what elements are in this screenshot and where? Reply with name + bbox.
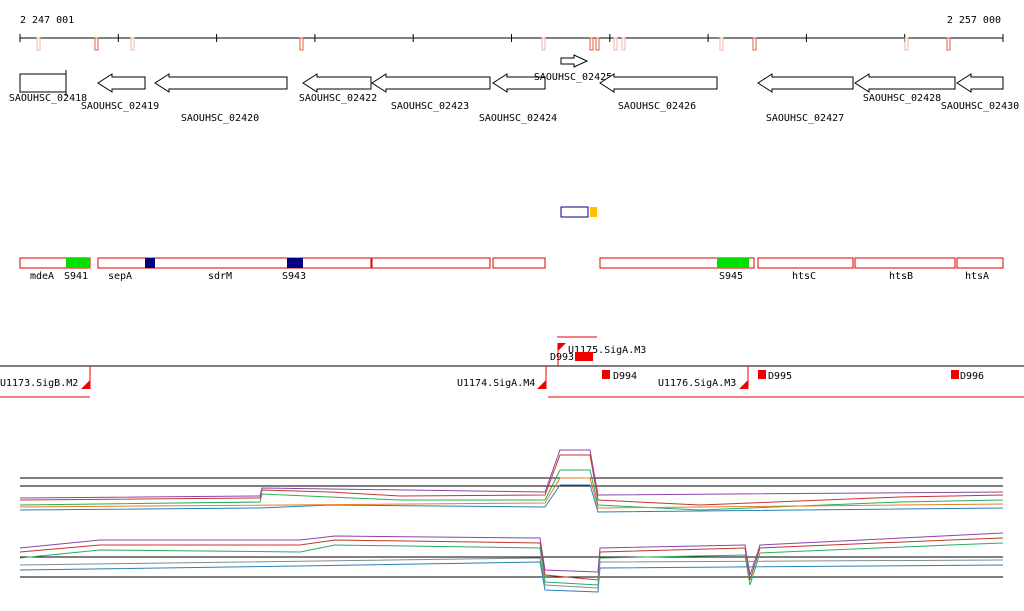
feature-block [287,258,303,268]
axis-start: 2 247 001 [20,15,74,26]
feature-label: S941 [64,271,88,282]
gene [19,73,67,93]
gene [560,54,589,68]
feature-label: sepA [108,271,132,282]
gene [599,73,718,93]
gene [492,73,546,93]
feature-box [371,257,491,269]
feature-box [757,257,854,269]
feature-label: sdrM [208,271,232,282]
gene-label: SAOUHSC_02428 [863,93,941,104]
site-mark [541,37,546,51]
feature-box [599,257,755,269]
site-mark [36,37,41,51]
axis-end: 2 257 000 [947,15,1001,26]
site-mark [589,37,594,51]
gene-label: SAOUHSC_02425 [534,72,612,83]
site-mark [752,37,757,51]
promoter-flag [537,380,546,389]
gene [757,73,854,93]
promoter-flag [558,343,566,351]
promoter-label: U1175.SigA.M3 [568,345,646,356]
terminator-label: D996 [960,371,984,382]
feature-label: htsB [889,271,913,282]
feature-box [492,257,546,269]
feature-box [956,257,1004,269]
promoter-flag [81,380,90,389]
terminator-label: D993 [550,352,574,363]
promoter-label: U1174.SigA.M4 [457,378,535,389]
gene-label: SAOUHSC_02424 [479,113,557,124]
gene-label: SAOUHSC_02419 [81,101,159,112]
gene [956,73,1004,93]
site-mark [719,37,724,51]
promoter-label: U1176.SigA.M3 [658,378,736,389]
site-mark [130,37,135,51]
feature-block [145,258,155,268]
gene-label: SAOUHSC_02423 [391,101,469,112]
terminator [951,370,959,379]
gene-label: SAOUHSC_02430 [941,101,1019,112]
gene [97,73,146,93]
gene-label: SAOUHSC_02420 [181,113,259,124]
terminator-label: D994 [613,371,637,382]
site-mark [595,37,600,51]
feature-label: htsA [965,271,989,282]
gene [154,73,288,93]
feature-box [97,257,372,269]
gene [371,73,491,93]
terminator [758,370,766,379]
gene [854,73,956,93]
feature-block [66,258,90,268]
promoter-flag [739,380,748,389]
site-mark [94,37,99,51]
feature-label: htsC [792,271,816,282]
site-mark [621,37,626,51]
small-feature [560,206,589,218]
promoter-label: U1173.SigB.M2 [0,378,78,389]
feature-box [854,257,956,269]
small-feature [590,207,597,217]
gene-label: SAOUHSC_02426 [618,101,696,112]
site-mark [904,37,909,51]
site-mark [946,37,951,51]
terminator-label: D995 [768,371,792,382]
gene-label: SAOUHSC_02418 [9,93,87,104]
gene-label: SAOUHSC_02427 [766,113,844,124]
feature-block [717,258,749,268]
terminator [602,370,610,379]
feature-label: mdeA [30,271,54,282]
expression-panel [19,449,1004,593]
site-mark [299,37,304,51]
feature-label: S945 [719,271,743,282]
gene-label: SAOUHSC_02422 [299,93,377,104]
terminator [575,352,593,361]
site-mark [613,37,618,51]
gene [302,73,372,93]
feature-label: S943 [282,271,306,282]
